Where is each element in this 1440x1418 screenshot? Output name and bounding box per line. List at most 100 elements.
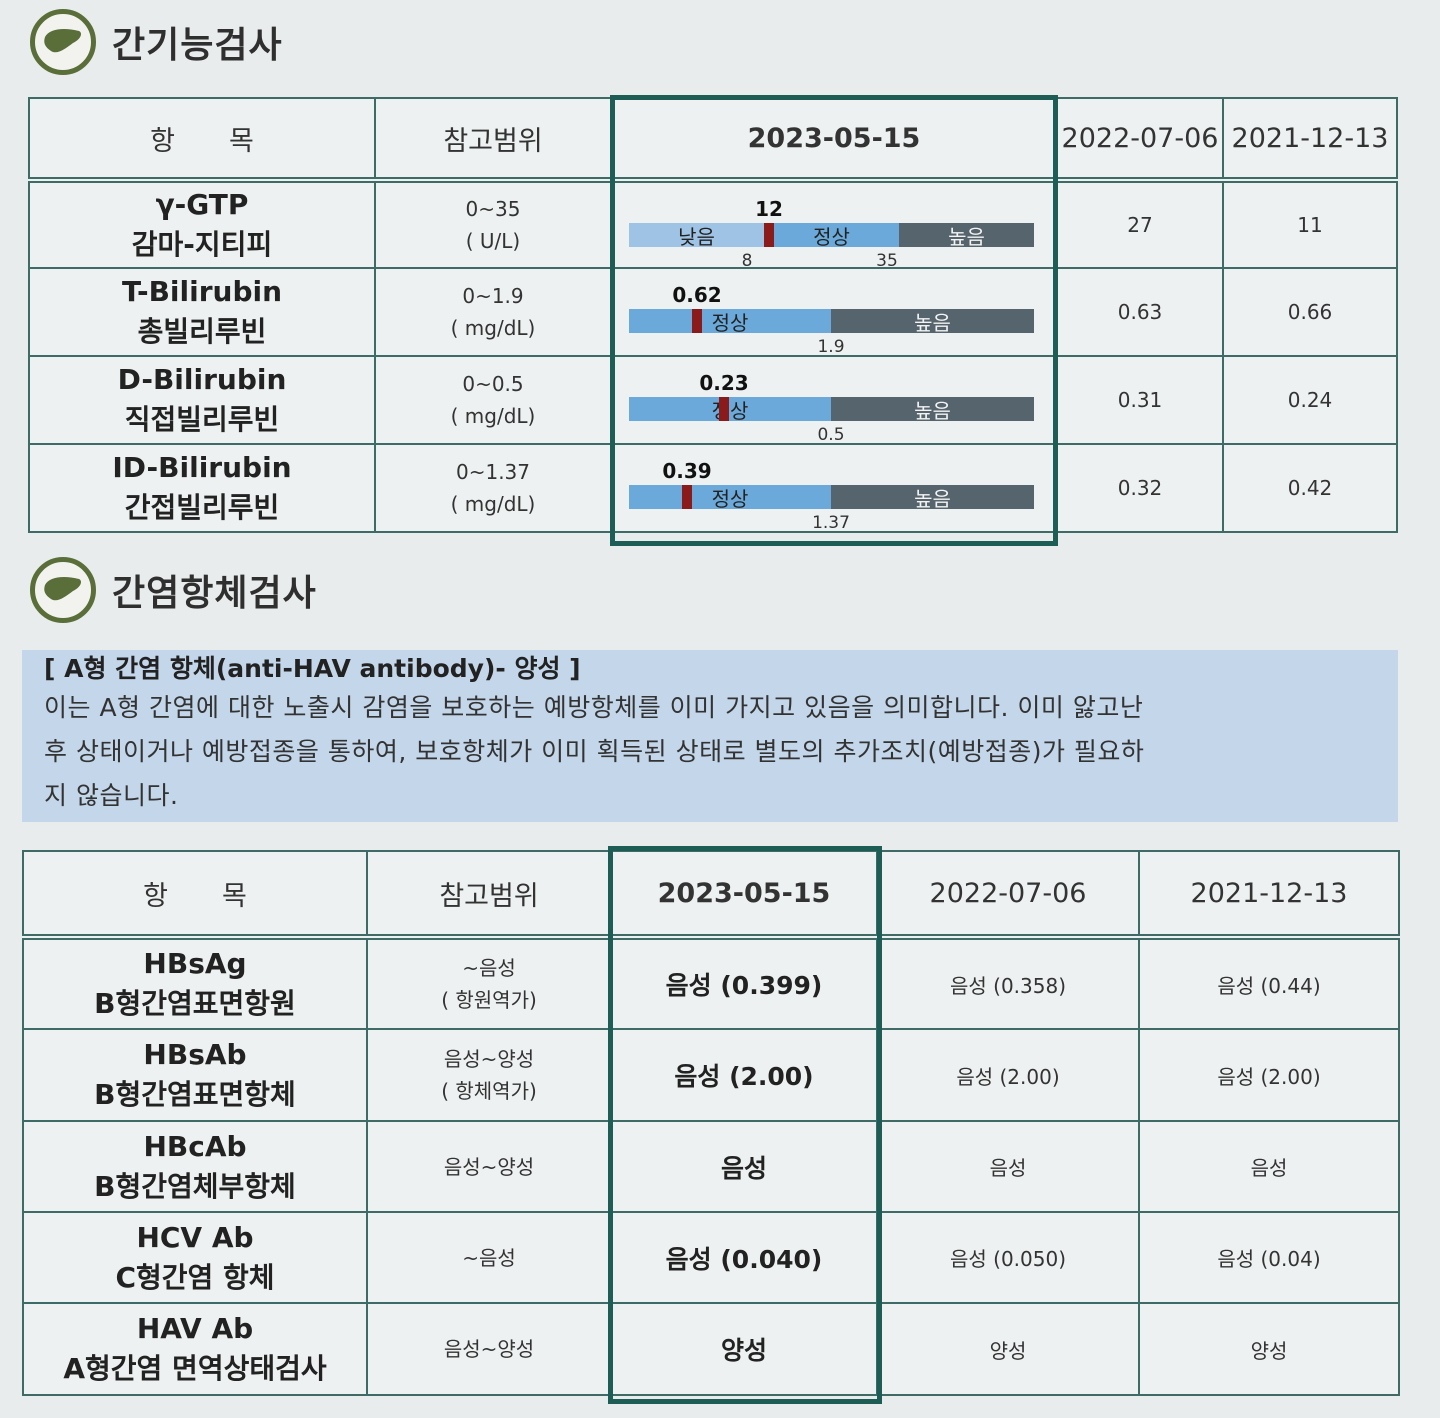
item-name: ID-Bilirubin	[112, 451, 292, 484]
item-cell: ID-Bilirubin 간접빌리루빈	[28, 443, 376, 533]
header-current-date: 2023-05-15	[610, 850, 878, 938]
liver-function-table: 항 목 참고범위 2023-05-15 2022-07-06 2021-12-1…	[28, 97, 1398, 533]
previous-value: 27	[1056, 177, 1224, 269]
item-cell: HBcAb B형간염체부항체	[22, 1120, 368, 1213]
current-value: 12	[755, 197, 783, 221]
item-cell: HCV Ab C형간염 항체	[22, 1211, 368, 1304]
hav-antibody-note: [ A형 간염 항체(anti-HAV antibody)- 양성 ] 이는 A…	[22, 650, 1398, 822]
bar-segment-high: 높음	[831, 397, 1034, 423]
reference-unit: ( mg/dL)	[450, 404, 536, 428]
header-current-date: 2023-05-15	[610, 97, 1058, 181]
reference-cell: 음성~양성 ( 항체역가)	[366, 1028, 612, 1122]
section-title-text: 간기능검사	[112, 25, 283, 66]
range-bar: 낮음 정상 높음	[629, 223, 1034, 249]
reference-cell: 음성~양성	[366, 1302, 612, 1396]
liver-icon	[30, 9, 96, 75]
reference-unit: ( mg/dL)	[450, 492, 536, 516]
bar-tick-label: 35	[876, 251, 898, 268]
current-value: 0.62	[672, 283, 722, 307]
item-cell: T-Bilirubin 총빌리루빈	[28, 267, 376, 357]
item-korean-name: B형간염표면항체	[94, 1078, 296, 1111]
liver-function-section-title: 간기능검사	[30, 9, 283, 75]
value-marker	[682, 485, 692, 509]
previous-result: 음성 (0.44)	[1138, 934, 1400, 1030]
reference-cell: 0~0.5 ( mg/dL)	[374, 355, 612, 445]
reference-unit: ( U/L)	[465, 229, 521, 253]
bar-segment-normal: 정상	[629, 309, 831, 335]
previous-result: 음성	[1138, 1120, 1400, 1213]
table-row: HAV Ab A형간염 면역상태검사 음성~양성 양성 양성 양성	[22, 1302, 1400, 1396]
header-date: 2022-07-06	[1056, 97, 1224, 181]
item-korean-name: A형간염 면역상태검사	[63, 1352, 327, 1385]
current-value: 0.39	[662, 459, 712, 483]
range-bar: 정상 높음	[629, 485, 1034, 511]
item-cell: HAV Ab A형간염 면역상태검사	[22, 1302, 368, 1396]
note-line: 이는 A형 간염에 대한 노출시 감염을 보호하는 예방항체를 이미 가지고 있…	[44, 693, 1144, 722]
item-name: HAV Ab	[136, 1312, 254, 1345]
value-marker	[764, 223, 774, 247]
reference-range: 음성~양성	[443, 1154, 535, 1179]
item-cell: γ-GTP 감마-지티피	[28, 177, 376, 269]
reference-range: ~음성	[462, 956, 516, 980]
reference-cell: 0~35 ( U/L)	[374, 177, 612, 269]
item-cell: HBsAg B형간염표면항원	[22, 934, 368, 1030]
reference-cell: 음성~양성	[366, 1120, 612, 1213]
note-line: 지 않습니다.	[44, 781, 179, 810]
reference-unit: ( mg/dL)	[450, 316, 536, 340]
bar-tick-label: 1.9	[817, 337, 845, 356]
previous-value: 0.31	[1056, 355, 1224, 445]
item-korean-name: B형간염표면항원	[94, 987, 296, 1020]
table-row: ID-Bilirubin 간접빌리루빈 0~1.37 ( mg/dL) 정상 높…	[28, 443, 1398, 533]
item-name: HBsAg	[143, 947, 247, 980]
reference-range: 음성~양성	[443, 1047, 535, 1071]
item-korean-name: 간접빌리루빈	[124, 491, 280, 524]
item-name: D-Bilirubin	[117, 363, 287, 396]
current-result: 음성 (0.399)	[610, 934, 878, 1030]
bar-segment-high: 높음	[831, 309, 1034, 335]
bar-segment-normal: 정상	[629, 397, 831, 423]
bar-segment-normal: 정상	[764, 223, 899, 249]
reference-range: 음성~양성	[443, 1337, 535, 1361]
table-row: D-Bilirubin 직접빌리루빈 0~0.5 ( mg/dL) 정상 높음 …	[28, 355, 1398, 445]
item-korean-name: B형간염체부항체	[94, 1169, 296, 1203]
previous-result: 음성 (2.00)	[876, 1028, 1140, 1122]
note-title: [ A형 간염 항체(anti-HAV antibody)- 양성 ]	[44, 654, 581, 683]
bar-tick-label: 8	[741, 251, 753, 268]
bar-tick-label: 0.5	[817, 425, 845, 444]
bar-segment-low: 낮음	[629, 223, 764, 249]
current-result: 음성	[610, 1120, 878, 1213]
current-result: 양성	[610, 1302, 878, 1396]
previous-result: 음성 (0.04)	[1138, 1211, 1400, 1304]
range-bar-cell: 낮음 정상 높음 12 8 35	[610, 177, 1058, 269]
previous-value: 0.42	[1222, 443, 1398, 533]
item-name: HBsAb	[143, 1038, 247, 1071]
table-row: γ-GTP 감마-지티피 0~35 ( U/L) 낮음 정상 높음 12 8 3…	[28, 177, 1398, 269]
range-bar-cell: 정상 높음 0.23 0.5	[610, 355, 1058, 445]
item-name: HCV Ab	[136, 1220, 254, 1254]
item-korean-name: C형간염 항체	[115, 1260, 275, 1294]
hepatitis-antibody-section-title: 간염항체검사	[30, 557, 317, 623]
range-bar: 정상 높음	[629, 397, 1034, 423]
reference-range: ~음성	[462, 1245, 516, 1270]
table-row: HBsAb B형간염표면항체 음성~양성 ( 항체역가) 음성 (2.00) 음…	[22, 1028, 1400, 1122]
reference-range: 0~35	[465, 197, 521, 221]
item-korean-name: 직접빌리루빈	[124, 403, 280, 436]
table-row: T-Bilirubin 총빌리루빈 0~1.9 ( mg/dL) 정상 높음 0…	[28, 267, 1398, 357]
item-cell: HBsAb B형간염표면항체	[22, 1028, 368, 1122]
bar-segment-normal: 정상	[629, 485, 831, 511]
table-header-row: 항 목 참고범위 2023-05-15 2022-07-06 2021-12-1…	[22, 850, 1400, 938]
reference-unit: ( 항원역가)	[441, 988, 537, 1012]
hepatitis-antibody-table: 항 목 참고범위 2023-05-15 2022-07-06 2021-12-1…	[22, 850, 1400, 1396]
header-date: 2022-07-06	[876, 850, 1140, 938]
table-row: HBsAg B형간염표면항원 ~음성 ( 항원역가) 음성 (0.399) 음성…	[22, 934, 1400, 1030]
previous-result: 양성	[876, 1302, 1140, 1396]
bar-segment-high: 높음	[831, 485, 1034, 511]
range-bar: 정상 높음	[629, 309, 1034, 335]
range-bar-cell: 정상 높음 0.39 1.37	[610, 443, 1058, 533]
current-value: 0.23	[699, 371, 749, 395]
previous-value: 0.32	[1056, 443, 1224, 533]
reference-cell: 0~1.9 ( mg/dL)	[374, 267, 612, 357]
previous-result: 음성 (0.050)	[876, 1211, 1140, 1304]
header-item: 항 목	[28, 97, 376, 181]
section-title-text: 간염항체검사	[112, 573, 317, 614]
